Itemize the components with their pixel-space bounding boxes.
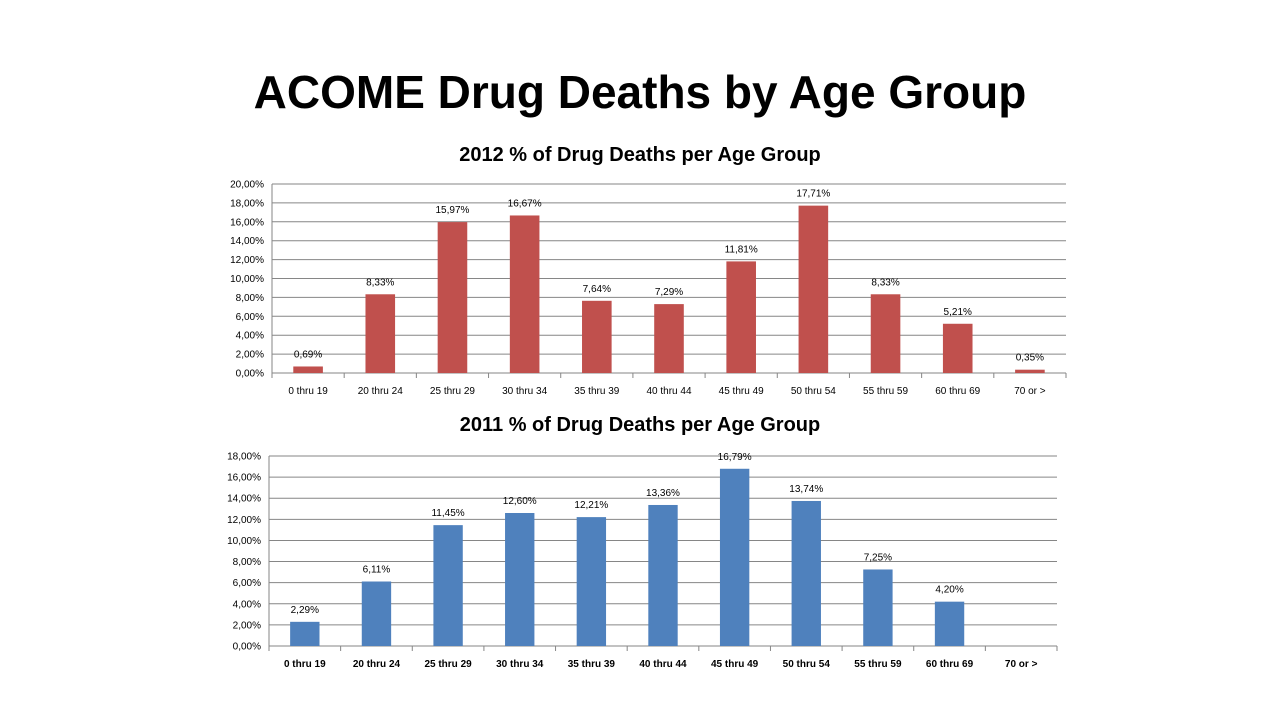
x-tick-label: 55 thru 59: [863, 386, 908, 397]
data-label: 8,33%: [871, 277, 899, 288]
x-tick-label: 40 thru 44: [646, 386, 691, 397]
data-label: 13,74%: [789, 484, 823, 495]
bar: [870, 294, 901, 373]
x-tick-label: 35 thru 39: [568, 659, 616, 670]
x-tick-label: 45 thru 49: [711, 659, 759, 670]
x-tick-label: 0 thru 19: [288, 386, 328, 397]
x-tick-label: 40 thru 44: [639, 659, 687, 670]
data-label: 16,67%: [508, 198, 542, 209]
bar: [654, 304, 684, 373]
y-tick-label: 14,00%: [227, 494, 261, 505]
y-tick-label: 16,00%: [230, 217, 264, 228]
bar: [433, 525, 463, 646]
y-tick-label: 10,00%: [227, 536, 261, 547]
data-label: 7,64%: [583, 284, 611, 295]
x-tick-label: 70 or >: [1014, 386, 1046, 397]
data-label: 12,60%: [503, 496, 537, 507]
data-label: 12,21%: [574, 500, 608, 511]
bar: [934, 601, 965, 646]
data-label: 7,25%: [864, 552, 892, 563]
x-tick-label: 45 thru 49: [719, 386, 764, 397]
chart-title-2011: 2011 % of Drug Deaths per Age Group: [459, 414, 821, 436]
data-label: 11,81%: [725, 244, 758, 255]
data-label: 0,69%: [294, 349, 322, 360]
bar: [293, 366, 323, 373]
bar: [365, 294, 396, 373]
bar: [290, 621, 320, 646]
data-label: 16,79%: [718, 452, 752, 463]
y-tick-label: 16,00%: [227, 473, 261, 484]
bar: [1015, 369, 1045, 373]
bar: [505, 513, 535, 646]
bar: [437, 222, 468, 373]
x-tick-label: 25 thru 29: [430, 386, 475, 397]
data-label: 17,71%: [796, 189, 830, 200]
bar: [798, 205, 829, 373]
y-tick-label: 8,00%: [236, 293, 264, 304]
x-tick-label: 35 thru 39: [574, 386, 619, 397]
y-tick-label: 14,00%: [230, 236, 264, 247]
data-label: 15,97%: [435, 205, 469, 216]
bar: [648, 504, 678, 646]
x-tick-label: 70 or >: [1005, 659, 1038, 670]
bar: [726, 261, 756, 373]
x-tick-label: 20 thru 24: [353, 659, 401, 670]
x-tick-label: 30 thru 34: [496, 659, 544, 670]
y-tick-label: 0,00%: [236, 369, 264, 380]
x-tick-label: 25 thru 29: [424, 659, 472, 670]
x-tick-label: 60 thru 69: [935, 386, 980, 397]
data-label: 8,33%: [366, 277, 394, 288]
y-tick-label: 18,00%: [227, 452, 261, 463]
bar: [576, 517, 607, 646]
bar: [582, 300, 612, 373]
bar: [361, 581, 392, 646]
y-tick-label: 8,00%: [233, 557, 261, 568]
y-tick-label: 12,00%: [227, 515, 261, 526]
bar: [719, 468, 750, 646]
y-tick-label: 4,00%: [233, 599, 261, 610]
y-tick-label: 6,00%: [236, 312, 264, 323]
data-label: 2,29%: [291, 605, 319, 616]
bar: [863, 569, 893, 646]
bar: [942, 323, 973, 373]
bar: [509, 215, 540, 373]
x-tick-label: 50 thru 54: [783, 659, 831, 670]
x-tick-label: 0 thru 19: [284, 659, 326, 670]
data-label: 13,36%: [646, 488, 680, 499]
y-tick-label: 2,00%: [236, 350, 264, 361]
slide-title: ACOME Drug Deaths by Age Group: [253, 66, 1027, 118]
data-label: 5,21%: [944, 307, 972, 318]
y-tick-label: 10,00%: [230, 274, 264, 285]
chart-title-2012: 2012 % of Drug Deaths per Age Group: [459, 144, 821, 166]
x-tick-label: 20 thru 24: [358, 386, 403, 397]
y-tick-label: 2,00%: [233, 620, 261, 631]
bar: [791, 500, 821, 646]
y-tick-label: 4,00%: [236, 331, 264, 342]
x-tick-label: 30 thru 34: [502, 386, 547, 397]
y-tick-label: 18,00%: [230, 198, 264, 209]
x-tick-label: 60 thru 69: [926, 659, 974, 670]
data-label: 0,35%: [1016, 353, 1044, 364]
y-tick-label: 20,00%: [230, 180, 264, 191]
data-label: 4,20%: [935, 585, 963, 596]
x-tick-label: 55 thru 59: [854, 659, 902, 670]
x-tick-label: 50 thru 54: [791, 386, 836, 397]
y-tick-label: 6,00%: [233, 578, 261, 589]
y-tick-label: 12,00%: [230, 255, 264, 266]
data-label: 11,45%: [431, 508, 464, 519]
data-label: 7,29%: [655, 287, 683, 298]
y-tick-label: 0,00%: [233, 642, 261, 653]
data-label: 6,11%: [363, 565, 391, 576]
